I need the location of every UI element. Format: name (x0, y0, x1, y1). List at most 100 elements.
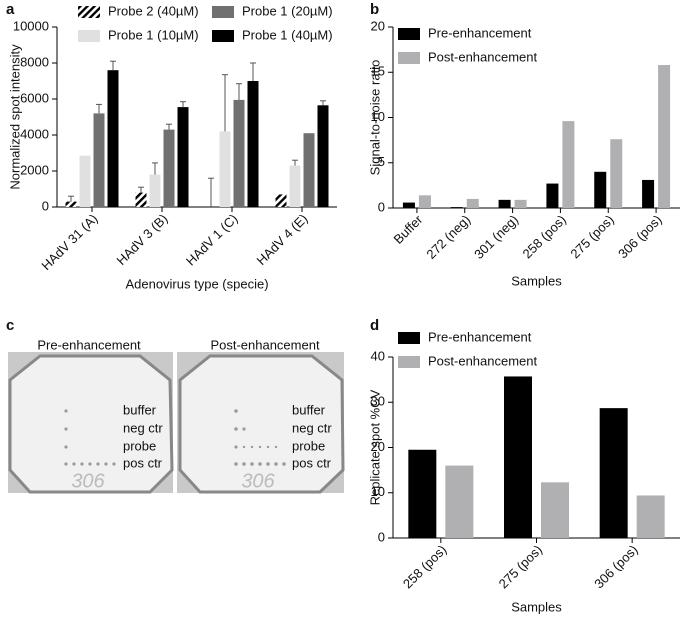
y-tick-label: 0 (378, 529, 385, 544)
bar (541, 482, 569, 538)
bar (317, 105, 329, 207)
y-tick-label: 20 (371, 18, 385, 33)
bar (418, 195, 431, 208)
y-tick-label: 30 (371, 394, 385, 409)
bar (219, 131, 231, 207)
legend-label: Probe 1 (40µM) (242, 27, 333, 42)
bar (599, 408, 628, 538)
bar (93, 113, 105, 207)
spot-label: probe (292, 438, 325, 453)
bar (275, 194, 287, 207)
x-tick-label: HAdV 31 (A) (38, 211, 100, 273)
y-tick-label: 4000 (20, 126, 49, 141)
x-tick-label: 258 (pos) (520, 212, 569, 261)
y-tick-label: 2000 (20, 162, 49, 177)
y-tick-label: 10000 (13, 18, 49, 33)
legend-swatch (78, 30, 100, 42)
y-tick-label: 10 (371, 484, 385, 499)
bar (149, 174, 161, 207)
y-tick-label: 0 (42, 198, 49, 213)
bar (247, 81, 259, 207)
y-tick-label: 20 (371, 439, 385, 454)
photo-title: Post-enhancement (210, 337, 320, 352)
spot-label: buffer (292, 402, 326, 417)
y-tick-label: 0 (378, 199, 385, 214)
bar (65, 201, 77, 207)
bar (289, 165, 301, 207)
x-axis-label: Samples (511, 273, 562, 288)
legend-swatch (398, 52, 420, 64)
x-tick-label: 275 (pos) (496, 542, 545, 591)
photo: Pre-enhancement Post-enhancement buffer … (8, 337, 345, 494)
bar (79, 155, 91, 207)
x-tick-label: 258 (pos) (400, 542, 449, 591)
plate-text: 306 (241, 470, 275, 492)
x-tick-label: 301 (neg) (471, 212, 521, 262)
spot-label: probe (123, 438, 156, 453)
legend-label: Pre-enhancement (428, 25, 532, 40)
bar (610, 139, 623, 208)
x-tick-label: 275 (pos) (567, 212, 616, 261)
bar (303, 133, 315, 207)
bar (642, 179, 655, 208)
x-tick-label: HAdV 1 (C) (183, 211, 241, 269)
legend-label: Post-enhancement (428, 353, 538, 368)
panel-label: d (370, 317, 379, 334)
bar (177, 107, 189, 207)
spot-label: neg ctr (123, 420, 163, 435)
bar (107, 70, 119, 207)
bar (504, 376, 532, 538)
bar (562, 121, 575, 208)
x-tick-label: 272 (neg) (423, 212, 473, 262)
bar (546, 183, 559, 208)
x-tick-label: 306 (pos) (615, 212, 664, 261)
spot-label: pos ctr (123, 455, 163, 470)
x-tick-label: Buffer (391, 211, 426, 246)
spot-label: pos ctr (292, 455, 332, 470)
y-axis-label: Signal-to-noise ratio (367, 60, 382, 176)
panel-label: b (370, 1, 379, 18)
x-tick-label: 306 (pos) (591, 542, 640, 591)
y-axis-label: Normalized spot intensity (7, 44, 22, 190)
x-tick-label: HAdV 3 (B) (113, 211, 170, 268)
x-axis-label: Samples (511, 599, 562, 614)
bar (233, 99, 245, 207)
legend-label: Probe 2 (40µM) (108, 3, 199, 18)
legend-swatch (212, 30, 234, 42)
y-tick-label: 15 (371, 64, 385, 79)
legend-label: Post-enhancement (428, 49, 538, 64)
plate-text: 306 (71, 470, 105, 492)
y-tick-label: 8000 (20, 54, 49, 69)
y-tick-label: 6000 (20, 90, 49, 105)
bar (135, 192, 147, 207)
y-axis-label: Replicate spot %CV (367, 389, 382, 505)
x-tick-label: HAdV 4 (E) (253, 211, 310, 268)
spot-label: neg ctr (292, 420, 332, 435)
x-axis-label: Adenovirus type (specie) (125, 276, 268, 291)
y-tick-label: 5 (378, 154, 385, 169)
panel-label: c (6, 317, 14, 334)
y-tick-label: 10 (371, 109, 385, 124)
bar (594, 171, 607, 208)
legend-swatch (398, 28, 420, 40)
bar (445, 465, 474, 538)
legend-swatch (398, 332, 420, 344)
bar (450, 207, 463, 208)
legend-swatch (212, 6, 234, 18)
legend-swatch (78, 6, 100, 18)
legend-label: Probe 1 (10µM) (108, 27, 199, 42)
bar (658, 65, 671, 208)
spot-label: buffer (123, 402, 157, 417)
legend-swatch (398, 356, 420, 368)
photo-title: Pre-enhancement (37, 337, 141, 352)
bar (636, 495, 665, 538)
bar (402, 202, 415, 208)
bar (498, 199, 511, 208)
bar (408, 449, 437, 538)
panel-label: a (6, 1, 15, 18)
bar (514, 199, 527, 208)
legend-label: Probe 1 (20µM) (242, 3, 333, 18)
legend-label: Pre-enhancement (428, 329, 532, 344)
